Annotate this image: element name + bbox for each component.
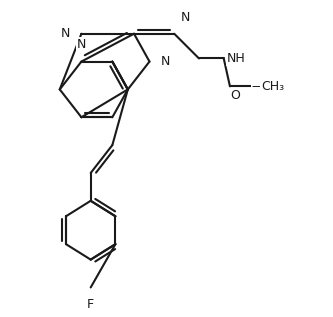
Text: N: N (61, 27, 71, 40)
Text: N: N (180, 11, 190, 24)
Text: NH: NH (227, 52, 246, 65)
Text: N: N (160, 55, 170, 68)
Text: —: — (251, 80, 264, 93)
Text: CH₃: CH₃ (261, 80, 284, 93)
Text: N: N (77, 38, 86, 51)
Text: F: F (87, 298, 94, 311)
Text: O: O (230, 89, 240, 102)
